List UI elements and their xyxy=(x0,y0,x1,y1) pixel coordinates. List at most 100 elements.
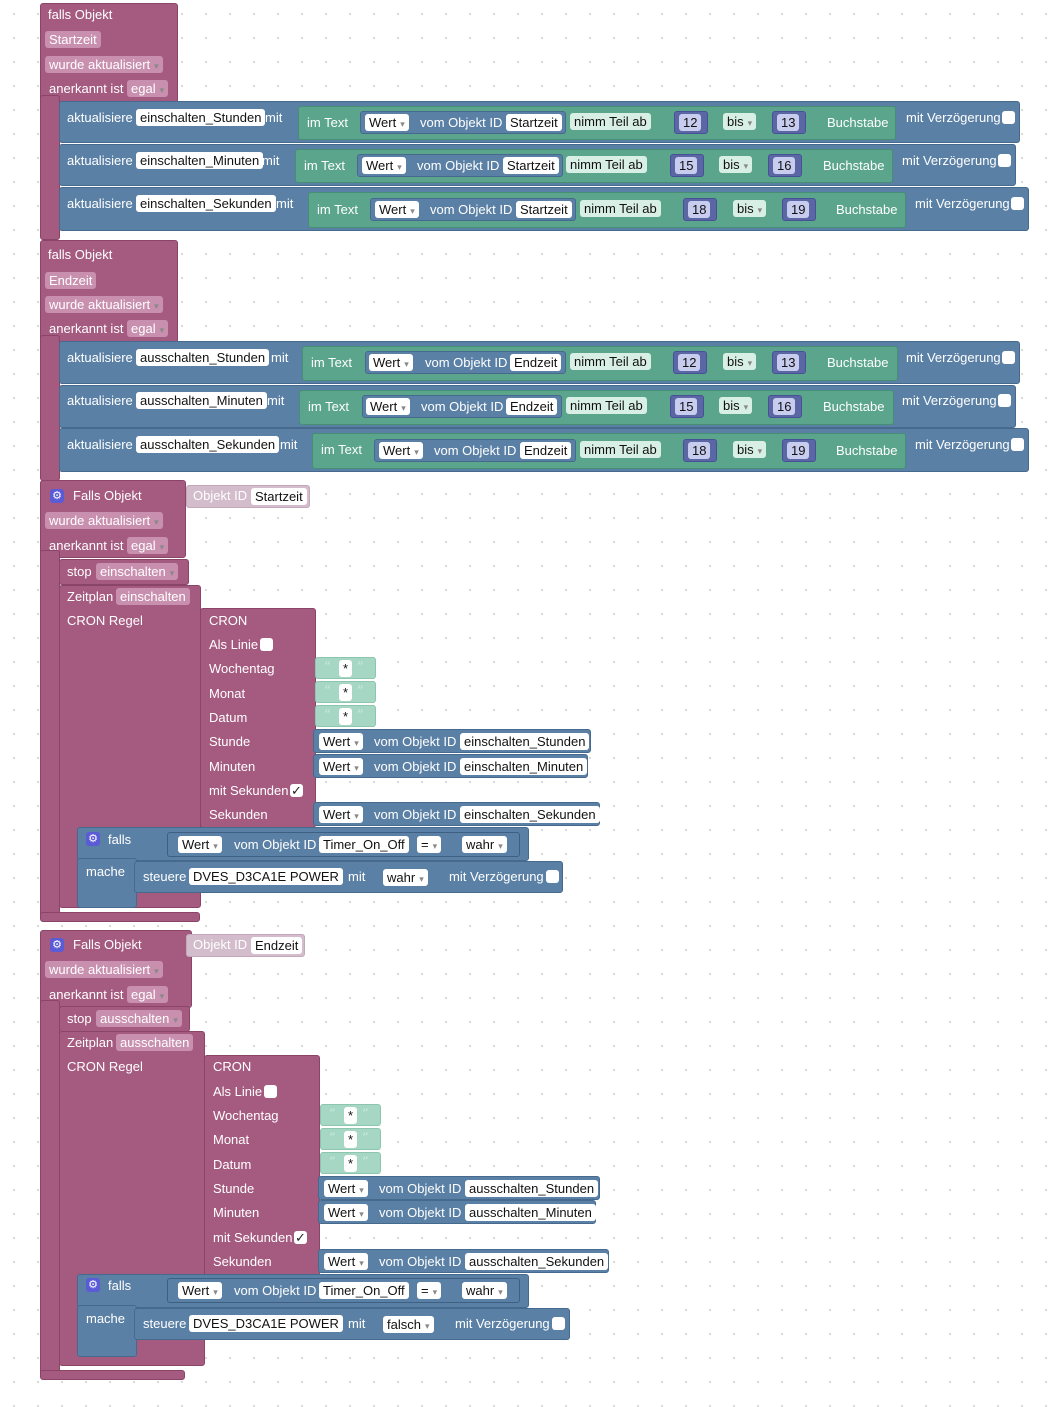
delay-checkbox[interactable] xyxy=(1002,351,1015,364)
boolean-dropdown[interactable]: wahr xyxy=(383,869,428,886)
object-id-field[interactable]: Endzeit xyxy=(251,937,303,954)
schedule-name-dropdown[interactable]: einschalten xyxy=(96,563,179,580)
source-object-field[interactable]: ausschalten_Minuten xyxy=(465,1204,596,1221)
end-index-field[interactable]: 13 xyxy=(777,114,800,131)
substring-mode-field[interactable]: nimm Teil ab xyxy=(570,113,651,130)
target-device-field[interactable]: DVES_D3CA1E POWER xyxy=(189,868,343,885)
value-dropdown[interactable]: Wert xyxy=(366,398,410,415)
value-dropdown[interactable]: Wert xyxy=(362,157,406,174)
end-index-field[interactable]: 16 xyxy=(773,157,796,174)
target-device-field[interactable]: DVES_D3CA1E POWER xyxy=(189,1315,343,1332)
event-type-dropdown[interactable]: wurde aktualisiert xyxy=(45,512,163,529)
delay-checkbox[interactable] xyxy=(546,870,559,883)
value-dropdown[interactable]: Wert xyxy=(319,806,363,823)
target-object-field[interactable]: ausschalten_Minuten xyxy=(136,392,267,409)
to-mode-dropdown[interactable]: bis xyxy=(733,200,767,217)
source-object-field[interactable]: einschalten_Sekunden xyxy=(460,806,600,823)
source-object-field[interactable]: Startzeit xyxy=(516,201,572,218)
value-dropdown[interactable]: Wert xyxy=(324,1253,368,1270)
ack-dropdown[interactable]: egal xyxy=(127,537,169,554)
to-mode-dropdown[interactable]: bis xyxy=(719,156,753,173)
cron-block[interactable] xyxy=(200,608,316,828)
gear-icon[interactable]: ⚙ xyxy=(86,832,100,846)
start-index-field[interactable]: 18 xyxy=(688,442,711,459)
source-object-field[interactable]: ausschalten_Stunden xyxy=(465,1180,599,1197)
source-object-field[interactable]: Timer_On_Off xyxy=(319,1282,409,1299)
start-index-field[interactable]: 15 xyxy=(675,398,698,415)
to-mode-dropdown[interactable]: bis xyxy=(719,397,753,414)
start-index-field[interactable]: 18 xyxy=(688,201,711,218)
gear-icon[interactable]: ⚙ xyxy=(86,1278,100,1292)
source-object-field[interactable]: einschalten_Minuten xyxy=(460,758,588,775)
value-dropdown[interactable]: Wert xyxy=(375,201,419,218)
object-id-field[interactable]: Startzeit xyxy=(45,31,101,48)
weekday-field[interactable]: * xyxy=(344,1107,358,1124)
schedule-name-field[interactable]: ausschalten xyxy=(116,1034,194,1051)
value-dropdown[interactable]: Wert xyxy=(365,114,409,131)
target-object-field[interactable]: einschalten_Stunden xyxy=(136,109,266,126)
source-object-field[interactable]: ausschalten_Sekunden xyxy=(465,1253,609,1270)
to-mode-dropdown[interactable]: bis xyxy=(723,113,757,130)
value-dropdown[interactable]: Wert xyxy=(319,758,363,775)
operator-dropdown[interactable]: = xyxy=(417,1282,442,1299)
boolean-dropdown[interactable]: falsch xyxy=(383,1316,434,1333)
delay-checkbox[interactable] xyxy=(1011,438,1024,451)
event-type-dropdown[interactable]: wurde aktualisiert xyxy=(45,296,163,313)
month-field[interactable]: * xyxy=(344,1131,358,1148)
object-id-field[interactable]: Startzeit xyxy=(251,488,307,505)
start-index-field[interactable]: 12 xyxy=(678,354,701,371)
substring-mode-field[interactable]: nimm Teil ab xyxy=(580,200,661,217)
value-dropdown[interactable]: Wert xyxy=(324,1204,368,1221)
substring-mode-field[interactable]: nimm Teil ab xyxy=(566,156,647,173)
as-line-checkbox[interactable] xyxy=(260,638,273,651)
gear-icon[interactable]: ⚙ xyxy=(50,489,64,503)
gear-icon[interactable]: ⚙ xyxy=(50,938,64,952)
boolean-dropdown[interactable]: wahr xyxy=(462,836,507,853)
ack-dropdown[interactable]: egal xyxy=(127,986,169,1003)
source-object-field[interactable]: Endzeit xyxy=(510,354,562,371)
value-dropdown[interactable]: Wert xyxy=(324,1180,368,1197)
object-id-field[interactable]: Endzeit xyxy=(45,272,97,289)
end-index-field[interactable]: 16 xyxy=(773,398,796,415)
source-object-field[interactable]: Startzeit xyxy=(506,114,562,131)
ack-dropdown[interactable]: egal xyxy=(127,80,169,97)
target-object-field[interactable]: ausschalten_Sekunden xyxy=(136,436,280,453)
event-type-dropdown[interactable]: wurde aktualisiert xyxy=(45,961,163,978)
weekday-field[interactable]: * xyxy=(339,660,353,677)
with-seconds-checkbox[interactable]: ✓ xyxy=(290,783,303,798)
target-object-field[interactable]: einschalten_Minuten xyxy=(136,152,264,169)
delay-checkbox[interactable] xyxy=(998,154,1011,167)
schedule-name-field[interactable]: einschalten xyxy=(116,588,190,605)
source-object-field[interactable]: Startzeit xyxy=(503,157,559,174)
value-dropdown[interactable]: Wert xyxy=(369,354,413,371)
delay-checkbox[interactable] xyxy=(552,1317,565,1330)
substring-mode-field[interactable]: nimm Teil ab xyxy=(580,441,661,458)
boolean-dropdown[interactable]: wahr xyxy=(462,1282,507,1299)
ack-dropdown[interactable]: egal xyxy=(127,320,169,337)
delay-checkbox[interactable] xyxy=(1002,111,1015,124)
start-index-field[interactable]: 12 xyxy=(679,114,702,131)
target-object-field[interactable]: ausschalten_Stunden xyxy=(136,349,270,366)
delay-checkbox[interactable] xyxy=(998,394,1011,407)
value-dropdown[interactable]: Wert xyxy=(319,733,363,750)
month-field[interactable]: * xyxy=(339,684,353,701)
end-index-field[interactable]: 19 xyxy=(787,201,810,218)
date-field[interactable]: * xyxy=(339,708,353,725)
source-object-field[interactable]: Endzeit xyxy=(520,442,572,459)
substring-mode-field[interactable]: nimm Teil ab xyxy=(570,353,651,370)
source-object-field[interactable]: Endzeit xyxy=(506,398,558,415)
to-mode-dropdown[interactable]: bis xyxy=(733,441,767,458)
value-dropdown[interactable]: Wert xyxy=(178,836,222,853)
end-index-field[interactable]: 19 xyxy=(787,442,810,459)
target-object-field[interactable]: einschalten_Sekunden xyxy=(136,195,276,212)
substring-mode-field[interactable]: nimm Teil ab xyxy=(566,397,647,414)
schedule-name-dropdown[interactable]: ausschalten xyxy=(96,1010,182,1027)
end-index-field[interactable]: 13 xyxy=(777,354,800,371)
value-dropdown[interactable]: Wert xyxy=(178,1282,222,1299)
source-object-field[interactable]: Timer_On_Off xyxy=(319,836,409,853)
date-field[interactable]: * xyxy=(344,1155,358,1172)
delay-checkbox[interactable] xyxy=(1011,197,1024,210)
with-seconds-checkbox[interactable]: ✓ xyxy=(294,1230,307,1245)
start-index-field[interactable]: 15 xyxy=(675,157,698,174)
to-mode-dropdown[interactable]: bis xyxy=(723,353,757,370)
